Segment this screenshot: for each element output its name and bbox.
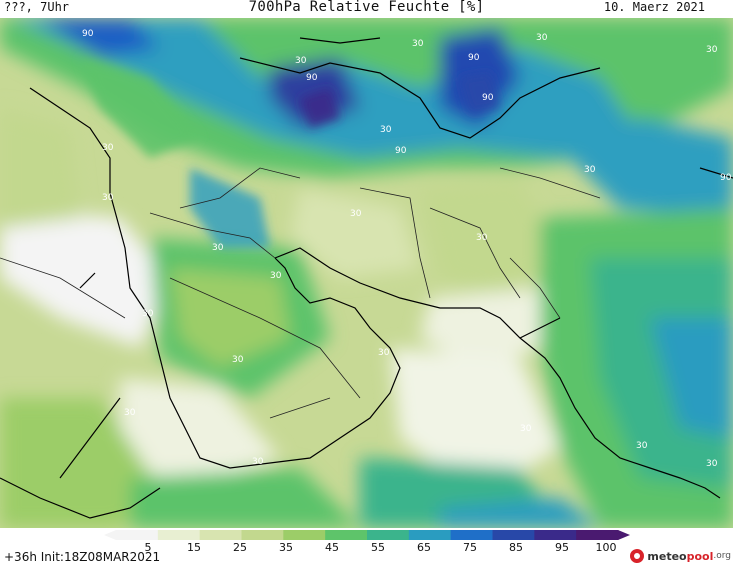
map-footer: 5 15 25 35 45 55 65 75 85 95 100 +36h In…: [0, 528, 733, 566]
contour-label-30: 30: [520, 424, 532, 434]
contour-label-90: 90: [395, 146, 407, 156]
contour-label-90: 90: [468, 53, 480, 63]
contour-label-30: 30: [636, 441, 648, 451]
legend-tick: 15: [187, 541, 201, 554]
legend-color-swatch: [199, 530, 242, 540]
contour-label-30: 30: [536, 33, 548, 43]
contour-label-90: 90: [482, 93, 494, 103]
humidity-field: [0, 18, 733, 528]
contour-label-30: 30: [142, 309, 154, 319]
legend-tick: 85: [509, 541, 523, 554]
legend-color-swatch: [283, 530, 326, 540]
legend-tick: 65: [417, 541, 431, 554]
contour-label-30: 30: [706, 459, 718, 469]
contour-label-30: 30: [706, 45, 718, 55]
legend-color-swatch: [534, 530, 577, 540]
contour-label-90: 90: [82, 29, 94, 39]
legend-tick: 100: [595, 541, 617, 554]
color-legend-ticks: 5 15 25 35 45 55 65 75 85 95 100: [0, 541, 733, 555]
legend-color-swatch: [450, 530, 493, 540]
contour-label-30: 30: [124, 408, 136, 418]
legend-color-swatch: [367, 530, 410, 540]
legend-color-swatch: [241, 530, 284, 540]
contour-label-30: 30: [476, 233, 488, 243]
meteopool-logo[interactable]: meteo pool .org: [630, 548, 731, 564]
legend-color-swatch: [492, 530, 535, 540]
legend-tick: 95: [555, 541, 569, 554]
legend-tick: 55: [371, 541, 385, 554]
humidity-map: 90 90 90 90 90 90 30 30 30 30 30 30 30 3…: [0, 18, 733, 528]
map-header: ???, 7Uhr 700hPa Relative Feuchte [%] 10…: [0, 0, 733, 18]
contour-label-30: 30: [232, 355, 244, 365]
legend-tick: 75: [463, 541, 477, 554]
contour-label-90: 90: [720, 173, 732, 183]
contour-label-90: 90: [306, 73, 318, 83]
legend-color-swatch: [116, 530, 159, 540]
logo-accent: pool: [686, 549, 714, 563]
contour-label-30: 30: [102, 143, 114, 153]
contour-label-30: 30: [412, 39, 424, 49]
contour-label-30: 30: [584, 165, 596, 175]
contour-label-30: 30: [378, 348, 390, 358]
contour-label-30: 30: [212, 243, 224, 253]
legend-tick: 25: [233, 541, 247, 554]
valid-date: 10. Maerz 2021: [603, 0, 705, 14]
legend-arrow-high: [618, 530, 630, 540]
legend-color-swatch: [325, 530, 368, 540]
logo-main: meteo: [647, 549, 687, 563]
map-canvas: 90 90 90 90 90 90 30 30 30 30 30 30 30 3…: [0, 18, 733, 528]
coastlines: [0, 37, 733, 519]
legend-tick: 45: [325, 541, 339, 554]
borders: [0, 167, 601, 419]
legend-color-swatch: [576, 530, 619, 540]
legend-arrow-low: [104, 530, 116, 540]
valid-day-time: ???, 7Uhr: [4, 0, 70, 14]
legend-tick: 35: [279, 541, 293, 554]
contour-label-30: 30: [350, 209, 362, 219]
color-legend-bar: [104, 530, 630, 540]
contour-labels: 90 90 90 90 90 90 30 30 30 30 30 30 30 3…: [82, 29, 732, 469]
legend-color-swatch: [408, 530, 452, 540]
logo-tld: .org: [713, 551, 731, 561]
legend-tick: 5: [144, 541, 152, 554]
contour-label-30: 30: [270, 271, 282, 281]
map-title: 700hPa Relative Feuchte [%]: [248, 0, 485, 15]
contour-label-30: 30: [252, 457, 264, 467]
contour-label-30: 30: [295, 56, 307, 66]
init-time: +36h Init:18Z08MAR2021: [4, 550, 161, 564]
contour-label-30: 30: [380, 125, 392, 135]
meteopool-logo-icon: [630, 549, 645, 563]
legend-color-swatch: [157, 530, 201, 540]
contour-label-30: 30: [102, 193, 114, 203]
